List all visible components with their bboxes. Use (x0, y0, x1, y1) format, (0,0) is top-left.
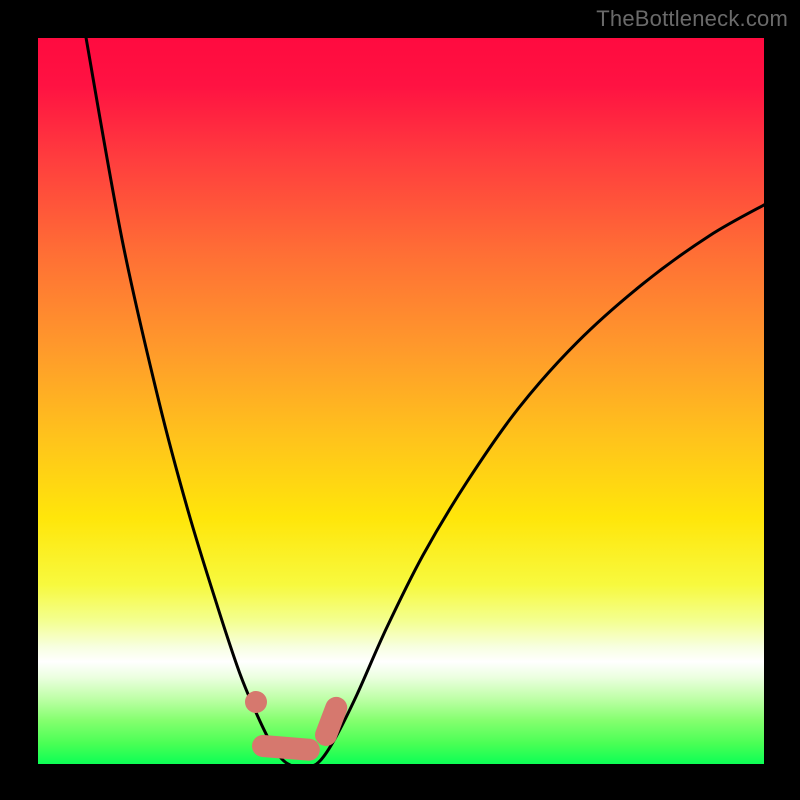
watermark-text: TheBottleneck.com (596, 6, 788, 32)
plot-frame (34, 34, 768, 768)
chart-canvas: TheBottleneck.com (0, 0, 800, 800)
